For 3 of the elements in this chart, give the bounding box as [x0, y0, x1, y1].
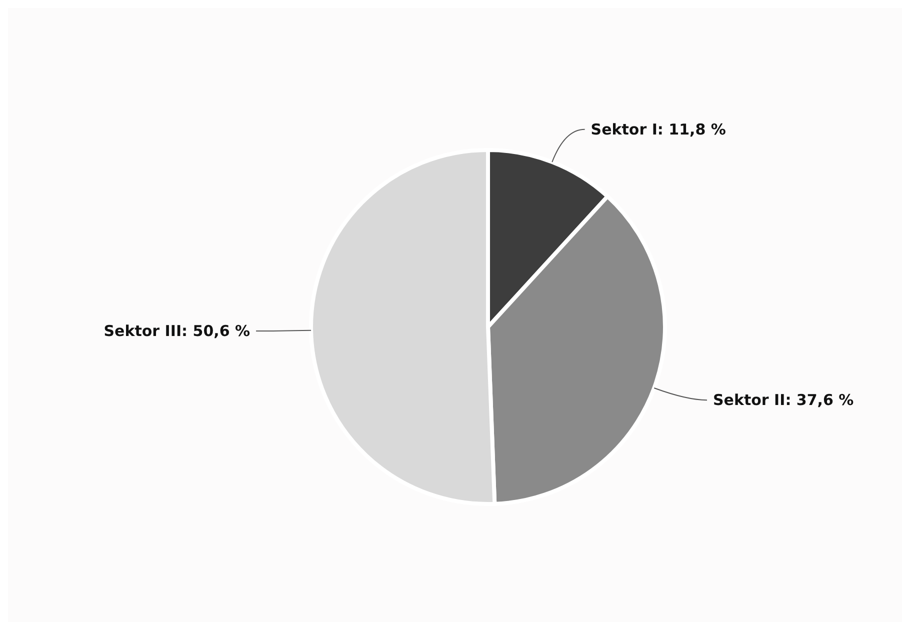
slice-label: Sektor II: 37,6 %: [713, 391, 854, 410]
slice-label: Sektor III: 50,6 %: [104, 322, 250, 340]
slice-label: Sektor I: 11,8 %: [590, 120, 726, 138]
